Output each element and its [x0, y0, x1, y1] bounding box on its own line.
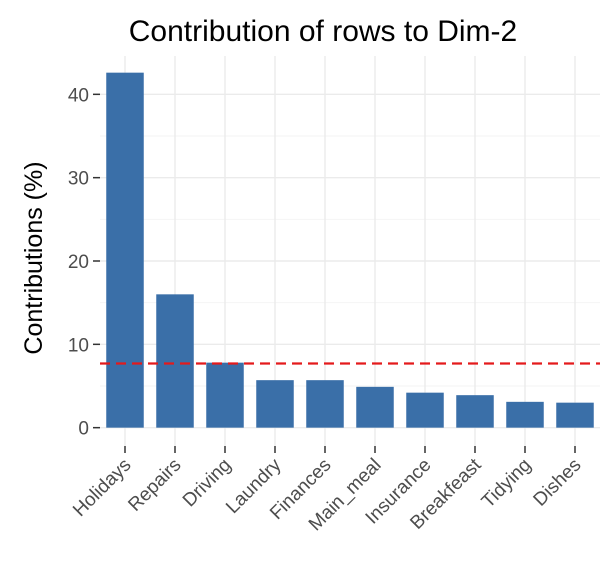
bar-finances: [306, 380, 344, 428]
bar-insurance: [406, 392, 444, 428]
bars: [106, 72, 594, 428]
x-axis-ticks: HolidaysRepairsDrivingLaundryFinancesMai…: [69, 446, 586, 535]
y-tick-label: 20: [68, 252, 89, 273]
bar-main_meal: [356, 386, 394, 428]
y-tick-label: 40: [68, 85, 89, 106]
bar-laundry: [256, 380, 294, 428]
bar-breakfeast: [456, 395, 494, 428]
y-axis-ticks: 0 10 20 30 40: [68, 85, 100, 440]
bar-holidays: [106, 72, 144, 428]
y-tick-label: 0: [78, 419, 89, 440]
x-tick-label: Tidying: [478, 455, 536, 513]
bar-driving: [206, 362, 244, 428]
bar-repairs: [156, 294, 194, 428]
x-tick-label: Holidays: [69, 455, 135, 521]
x-tick-label: Dishes: [530, 455, 586, 511]
chart-title: Contribution of rows to Dim-2: [129, 15, 517, 48]
x-tick-label: Repairs: [124, 455, 185, 516]
y-tick-label: 30: [68, 169, 89, 190]
y-axis-label: Contributions (%): [20, 161, 48, 354]
y-tick-label: 10: [68, 335, 89, 356]
bar-dishes: [556, 402, 594, 428]
bar-tidying: [506, 401, 544, 428]
